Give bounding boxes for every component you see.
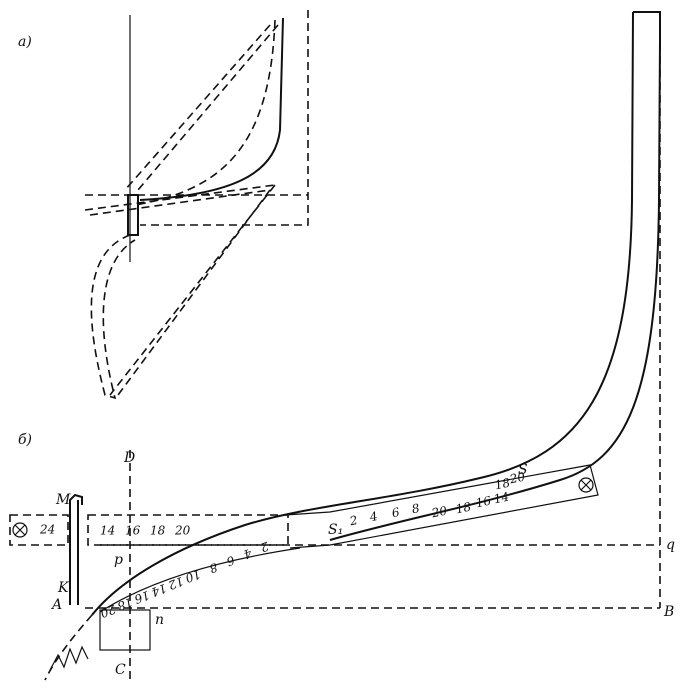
label: 8	[410, 501, 421, 516]
break-mark	[49, 645, 89, 671]
label: 10	[183, 567, 202, 586]
label: 20	[507, 469, 526, 486]
label: B	[663, 604, 674, 620]
pin-cross	[14, 524, 26, 536]
band-outer	[329, 39, 661, 541]
gauge-rod	[69, 493, 83, 605]
band-extension	[44, 614, 93, 681]
left-box	[9, 514, 69, 546]
blade-outline	[139, 17, 284, 201]
label: 18	[115, 595, 134, 614]
label: 20	[174, 524, 191, 538]
label: 6	[224, 553, 236, 569]
label: 16	[474, 493, 492, 510]
curved-ruler-edge	[99, 547, 301, 613]
label: 14	[100, 524, 115, 538]
pin	[578, 477, 594, 493]
label: 4	[242, 546, 255, 562]
label: n	[155, 612, 164, 628]
band-inner	[91, 11, 634, 616]
label: S₁	[328, 522, 343, 538]
label: 18	[150, 524, 166, 538]
label: 18	[454, 499, 472, 516]
panel-a-drawing	[84, 10, 309, 400]
label: 4	[367, 509, 378, 524]
blade-dashed	[124, 19, 279, 206]
corner-box	[99, 609, 151, 651]
label: p	[114, 552, 123, 568]
label: 20	[98, 602, 118, 621]
label: 8	[207, 560, 219, 576]
tilted-ruler	[284, 464, 599, 549]
label: q	[666, 537, 675, 553]
label: 12	[166, 574, 185, 592]
pin	[12, 522, 28, 538]
panel-b-drawing	[9, 11, 661, 681]
label: D	[123, 450, 135, 466]
label: 6	[390, 505, 401, 520]
band-top	[633, 11, 661, 40]
label: 2	[259, 539, 272, 555]
label: A	[50, 597, 62, 613]
lower-blade-dashed	[90, 184, 276, 400]
pin-cross	[580, 479, 592, 491]
label: 24	[39, 523, 55, 537]
construction-lines	[85, 30, 661, 680]
label: 16	[125, 524, 141, 538]
label: 14	[149, 581, 168, 599]
label: S	[518, 462, 528, 478]
label: M	[55, 492, 71, 508]
straight-ruler	[87, 514, 289, 546]
hub	[127, 194, 139, 236]
label: 16	[132, 588, 151, 607]
frame-dashed	[85, 10, 309, 226]
label: K	[57, 580, 70, 596]
label: 20	[429, 503, 448, 520]
label: б)	[18, 432, 32, 448]
label: 2	[347, 513, 358, 528]
label: 14	[492, 489, 510, 506]
label: C	[115, 662, 126, 678]
label: а)	[18, 34, 32, 50]
base-dashed	[84, 184, 276, 216]
label: 18	[493, 475, 511, 492]
